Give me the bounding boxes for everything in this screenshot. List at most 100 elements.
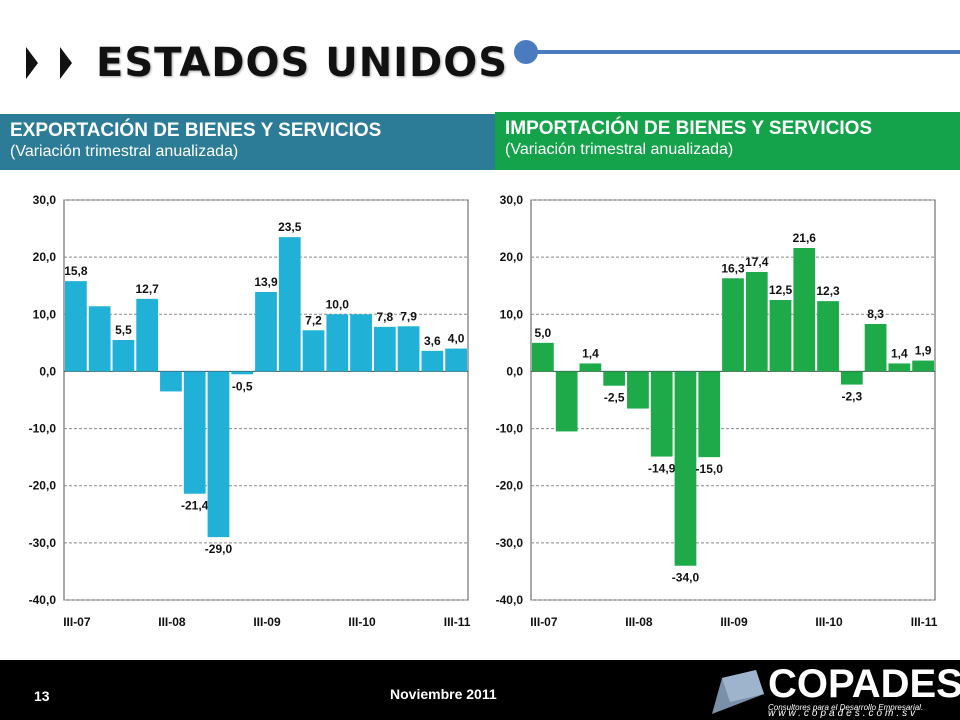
export-data-label: -29,0 (205, 542, 233, 556)
export-plot-area (63, 199, 469, 601)
export-data-label: 10,0 (326, 297, 350, 311)
export-y-tick-label: 20,0 (33, 250, 57, 264)
import-bar (532, 342, 554, 372)
page-number: 13 (34, 688, 50, 704)
export-data-label: 7,9 (400, 309, 417, 323)
export-bar (65, 281, 87, 372)
footer-bar (0, 660, 960, 720)
import-bar (698, 371, 721, 458)
title-decor-dot (514, 40, 538, 64)
import-y-tick-label: 30,0 (500, 193, 524, 207)
logo-brand: COPADES (768, 662, 960, 706)
page-title: ESTADOS UNIDOS (96, 40, 509, 86)
export-data-label: 23,5 (278, 220, 302, 234)
export-bar (207, 371, 230, 538)
export-bar (231, 371, 254, 375)
export-bar (326, 314, 349, 372)
export-data-label: 4,0 (448, 332, 465, 346)
import-bar (864, 324, 887, 372)
export-x-tick-label: III-08 (158, 615, 186, 629)
import-x-tick-label: III-11 (911, 615, 938, 629)
import-banner: IMPORTACIÓN DE BIENES Y SERVICIOS (Varia… (495, 112, 960, 170)
import-bar (722, 278, 744, 372)
export-subtitle: (Variación trimestral anualizada) (10, 143, 239, 160)
import-bar (793, 248, 816, 372)
import-y-tick-label: -30,0 (496, 536, 524, 550)
export-bar (255, 292, 277, 372)
import-data-label: 8,3 (867, 307, 884, 321)
import-data-label: 12,3 (816, 284, 840, 298)
import-bar (745, 272, 768, 372)
export-bar (278, 237, 301, 372)
import-x-tick-label: III-10 (815, 615, 843, 629)
export-x-tick-label: III-07 (63, 615, 91, 629)
title-decor-line (520, 50, 960, 54)
export-y-tick-label: -10,0 (29, 422, 57, 436)
export-x-tick-label: III-09 (253, 615, 281, 629)
export-x-tick-label: III-10 (348, 615, 376, 629)
export-y-tick-label: -30,0 (29, 536, 57, 550)
export-bar (183, 371, 206, 494)
import-y-tick-label: 10,0 (500, 307, 524, 321)
import-data-label: -34,0 (672, 571, 700, 585)
export-bar (373, 326, 396, 372)
import-bar (579, 363, 602, 372)
import-title: IMPORTACIÓN DE BIENES Y SERVICIOS (505, 118, 873, 139)
import-y-tick-label: -40,0 (496, 593, 524, 607)
export-y-tick-label: 30,0 (33, 193, 57, 207)
import-subtitle: (Variación trimestral anualizada) (505, 141, 734, 158)
import-data-label: 21,6 (793, 231, 817, 245)
import-y-tick-label: 0,0 (506, 364, 523, 378)
logo-tagline: Consultores para el Desarrollo Empresari… (768, 703, 924, 712)
import-bar (888, 363, 911, 372)
export-bar (160, 371, 182, 392)
export-bar (397, 326, 420, 372)
export-y-tick-label: -20,0 (29, 479, 57, 493)
export-bar (302, 330, 325, 372)
export-bar (350, 314, 372, 372)
export-bar (445, 348, 467, 372)
import-bar (674, 371, 697, 566)
import-bar (912, 360, 934, 372)
export-bar (88, 306, 111, 372)
export-y-tick-label: 0,0 (39, 364, 56, 378)
import-chart: 30,0 20,0 10,0 0,0 -10,0 -20,0 -30,0 -40,0 5,0 1,… (496, 193, 938, 629)
import-plot-area (530, 199, 936, 601)
import-bar (603, 371, 626, 386)
copades-logo-icon (712, 670, 764, 714)
import-bar (817, 301, 839, 372)
import-x-tick-label: III-07 (530, 615, 558, 629)
import-bar (769, 300, 792, 372)
import-bar (650, 371, 673, 457)
export-data-label: 7,2 (305, 313, 322, 327)
import-data-label: 5,0 (535, 326, 552, 340)
export-chart: 30,0 20,0 10,0 0,0 -10,0 -20,0 -30,0 -40,0 15,8 5… (29, 193, 471, 629)
import-y-tick-label: -10,0 (496, 422, 524, 436)
import-data-label: 17,4 (745, 255, 769, 269)
import-data-label: -2,5 (604, 391, 625, 405)
import-data-label: -15,0 (696, 462, 724, 476)
export-banner: EXPORTACIÓN DE BIENES Y SERVICIOS (Varia… (0, 114, 495, 170)
export-title: EXPORTACIÓN DE BIENES Y SERVICIOS (10, 120, 382, 141)
bullet-chevron-icon (54, 45, 84, 81)
import-bar (840, 371, 863, 385)
import-data-label: -14,9 (648, 462, 676, 476)
import-data-label: -2,3 (841, 390, 862, 404)
import-y-tick-label: 20,0 (500, 250, 524, 264)
export-bar (112, 340, 135, 372)
import-bar (555, 371, 578, 432)
import-data-label: 1,4 (891, 346, 908, 360)
import-bar (627, 371, 649, 409)
export-data-label: 3,6 (424, 334, 441, 348)
import-data-label: 16,3 (721, 261, 745, 275)
bullet-chevron-icon (20, 45, 50, 81)
export-bar (136, 298, 159, 372)
export-y-tick-label: -40,0 (29, 593, 57, 607)
export-data-label: -21,4 (181, 499, 209, 513)
import-data-label: 12,5 (769, 283, 793, 297)
footer-date: Noviembre 2011 (390, 686, 497, 702)
export-bar (421, 350, 444, 372)
import-data-label: 1,4 (582, 346, 599, 360)
import-y-tick-label: -20,0 (496, 479, 524, 493)
export-data-label: 15,8 (64, 264, 88, 278)
